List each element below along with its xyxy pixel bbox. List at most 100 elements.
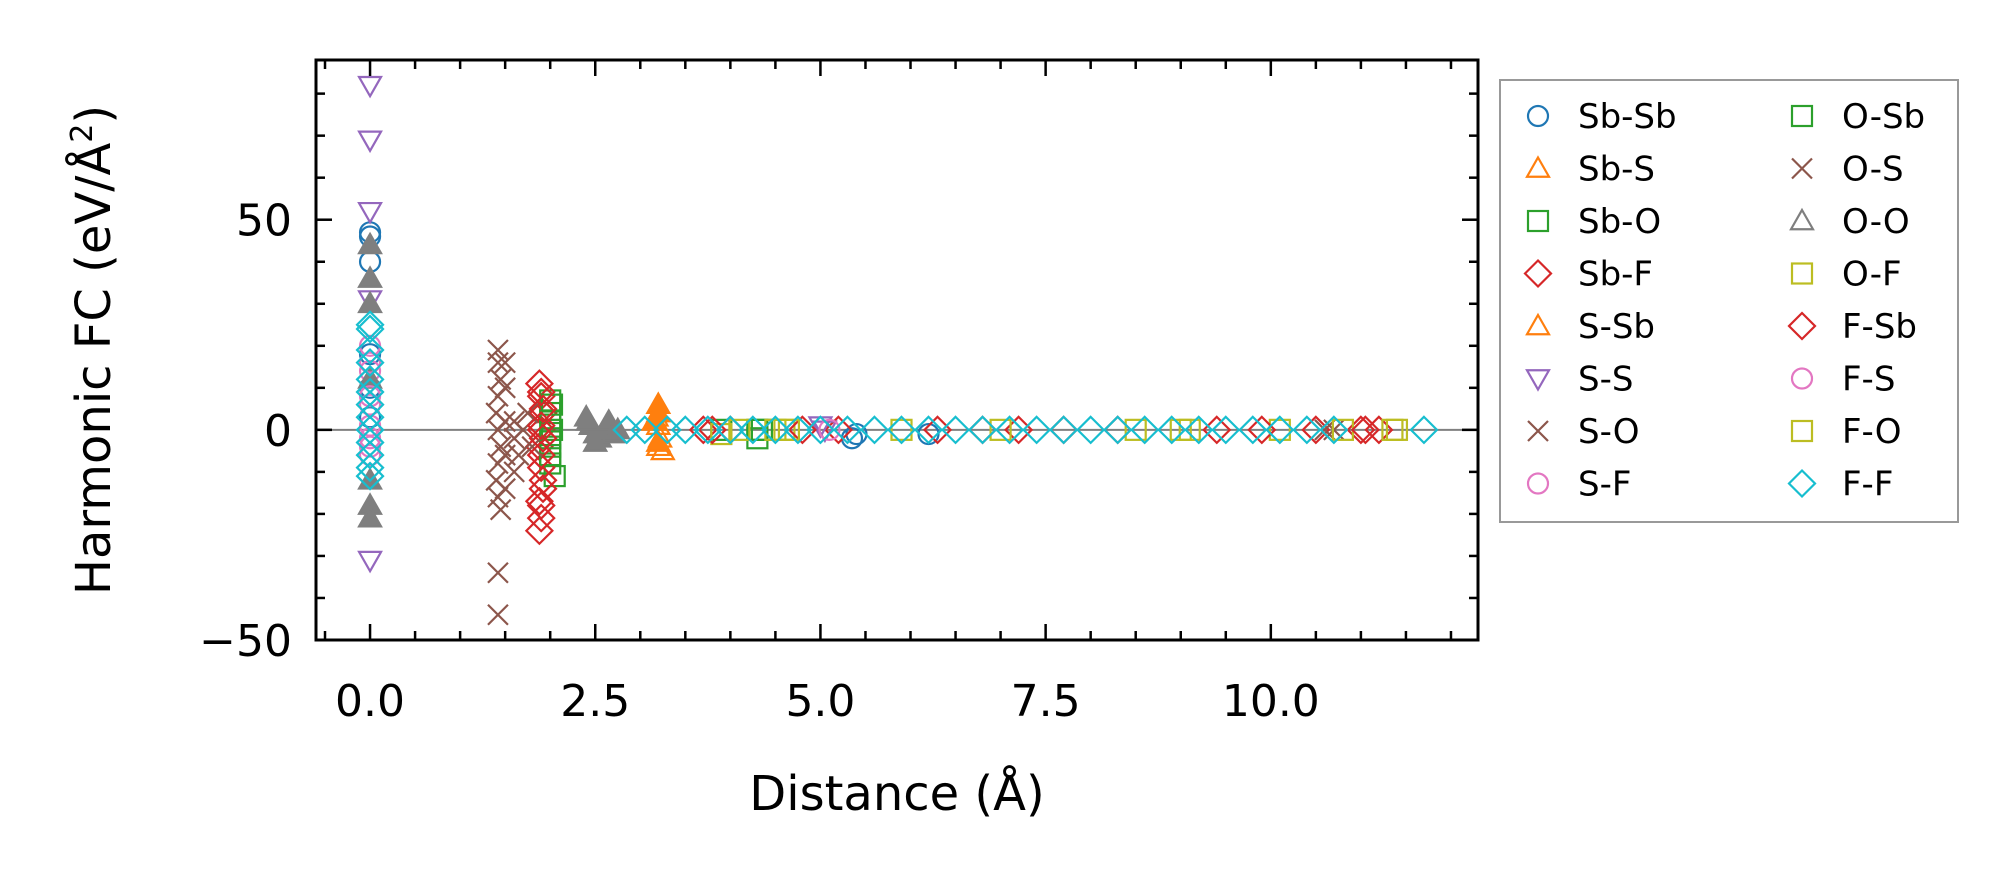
legend-marker-F-F — [1787, 468, 1817, 499]
legend-entry-Sb-F: Sb-F — [1523, 255, 1653, 295]
data-point-F-F-34 — [1130, 415, 1160, 445]
x-tick-label: 2.5 — [560, 676, 630, 727]
data-point-F-F-23 — [832, 415, 863, 445]
legend-label: Sb-F — [1578, 255, 1653, 295]
data-point-F-F-31 — [1049, 415, 1079, 445]
data-point-O-F-3 — [890, 418, 913, 441]
data-point-O-O-0 — [357, 231, 383, 255]
data-point-F-F-12 — [355, 461, 385, 491]
data-point-F-Sb-11 — [1350, 415, 1380, 445]
data-point-O-O-14 — [604, 416, 631, 440]
legend-label: F-S — [1842, 360, 1895, 400]
legend-marker-O-Sb — [1790, 104, 1814, 128]
x-tick-label: 10.0 — [1222, 676, 1320, 727]
data-point-F-F-30 — [1022, 415, 1052, 445]
data-point-O-O-6 — [357, 504, 383, 528]
legend-label: O-F — [1842, 255, 1902, 295]
legend-label: O-S — [1842, 150, 1904, 190]
y-axis-title: Harmonic FC (eV/Å2) — [65, 105, 122, 595]
legend-label: F-O — [1842, 412, 1902, 452]
data-point-F-F-27 — [940, 415, 971, 445]
legend-entry-S-Sb: S-Sb — [1525, 307, 1655, 347]
plot-frame — [314, 58, 1480, 642]
legend-label: O-O — [1842, 202, 1910, 242]
y-axis-title-superscript: 2 — [65, 124, 100, 143]
data-point-Sb-O-2 — [540, 418, 564, 441]
data-point-F-F-41 — [1319, 415, 1349, 445]
data-point-F-Sb-5 — [528, 474, 558, 504]
data-point-F-Sb-4 — [526, 440, 556, 470]
legend-marker-S-O — [1527, 420, 1549, 442]
data-point-F-F-11 — [355, 453, 385, 483]
legend-frame — [1499, 79, 1959, 523]
data-point-O-O-1 — [357, 265, 383, 288]
data-point-F-F-19 — [738, 415, 768, 445]
y-tick-label: −50 — [199, 616, 292, 667]
legend-entry-S-S: S-S — [1525, 360, 1633, 400]
data-point-O-F-6 — [1268, 418, 1291, 441]
data-point-Sb-F-5 — [526, 453, 556, 483]
data-point-F-F-37 — [1211, 415, 1241, 445]
data-point-F-F-24 — [859, 415, 890, 445]
y-tick-label: 50 — [236, 196, 292, 247]
data-point-F-S-4 — [818, 418, 841, 441]
legend-entry-S-O: S-O — [1527, 412, 1640, 452]
data-point-F-F-26 — [913, 415, 944, 445]
data-point-F-O-4 — [1381, 418, 1404, 441]
legend-marker-S-F — [1526, 472, 1550, 495]
legend-entry-O-Sb: O-Sb — [1790, 97, 1925, 137]
legend-marker-S-S — [1525, 369, 1551, 392]
data-point-O-S-4 — [494, 477, 516, 500]
y-axis-title-main: Harmonic FC (eV/Å — [65, 143, 122, 596]
data-point-F-O-0 — [728, 418, 751, 441]
data-point-F-F-20 — [760, 415, 790, 445]
data-point-O-S-2 — [494, 410, 516, 433]
data-point-O-O-16 — [575, 408, 601, 431]
data-point-F-F-25 — [886, 415, 917, 445]
data-point-O-Sb-4 — [750, 418, 773, 441]
data-point-F-F-16 — [670, 415, 700, 445]
data-point-F-Sb-6 — [526, 490, 556, 521]
legend-marker-Sb-F — [1523, 258, 1553, 289]
data-point-F-F-39 — [1265, 415, 1295, 445]
axes: 0.0 2.5 5.0 7.5 10.0 −50 0 50 Distance (Å) Harmon… — [65, 58, 1480, 822]
data-point-O-S-1 — [494, 377, 516, 399]
x-axis-title: Distance (Å) — [749, 765, 1044, 822]
data-point-F-F-32 — [1076, 415, 1106, 445]
y-tick-label: 0 — [264, 406, 292, 457]
legend-label: Sb-Sb — [1578, 97, 1677, 137]
data-point-O-S-0 — [494, 351, 516, 374]
data-point-F-O-3 — [1169, 418, 1192, 441]
legend-entry-Sb-O: Sb-O — [1526, 202, 1661, 242]
legend-label: S-F — [1578, 465, 1631, 505]
legend-entry-F-S: F-S — [1790, 360, 1895, 400]
legend-marker-F-Sb — [1787, 311, 1817, 341]
data-point-S-O-12 — [487, 604, 509, 626]
legend-label: S-O — [1578, 412, 1640, 452]
data-point-S-O-17 — [503, 461, 525, 483]
data-point-S-O-10 — [489, 498, 512, 521]
legend-entry-F-F: F-F — [1787, 465, 1893, 505]
legend-entry-F-Sb: F-Sb — [1787, 307, 1917, 347]
legend-marker-Sb-S — [1525, 155, 1551, 178]
data-point-S-S-2 — [357, 201, 383, 225]
data-point-O-S-7 — [1314, 419, 1336, 441]
data-point-F-Sb-0 — [526, 377, 556, 407]
series-F-O — [728, 418, 1404, 441]
data-point-O-S-3 — [494, 444, 516, 466]
data-point-F-F-21 — [783, 415, 813, 445]
data-point-O-O-15 — [582, 429, 609, 452]
data-point-F-F-22 — [805, 415, 835, 445]
data-point-Sb-F-8 — [526, 503, 556, 533]
data-point-S-S-4 — [357, 550, 383, 574]
legend-marker-F-S — [1790, 367, 1814, 390]
data-point-F-F-35 — [1157, 415, 1187, 445]
data-point-S-S-0 — [357, 75, 383, 99]
data-point-F-O-2 — [989, 418, 1012, 441]
data-point-F-S-0 — [358, 351, 382, 374]
data-point-F-F-2 — [355, 335, 385, 365]
legend-marker-O-S — [1791, 157, 1813, 180]
data-point-O-F-4 — [1124, 418, 1147, 441]
data-point-F-F-14 — [630, 415, 660, 445]
